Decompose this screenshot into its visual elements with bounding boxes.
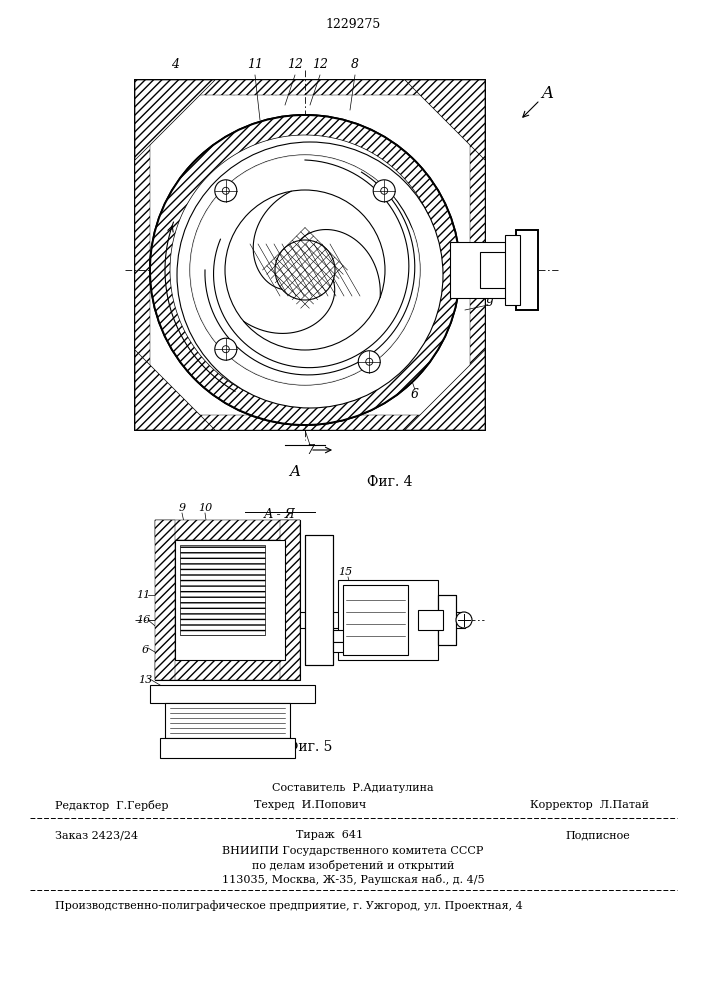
Text: 4: 4	[192, 728, 199, 738]
Text: 6: 6	[411, 388, 419, 401]
Bar	[333, 630, 393, 642]
Text: A: A	[541, 85, 553, 102]
Bar	[305, 535, 333, 665]
Bar	[280, 520, 300, 680]
Bar	[338, 580, 438, 660]
Bar	[450, 242, 508, 298]
Bar	[135, 80, 150, 430]
PathPatch shape	[190, 155, 420, 385]
Bar	[505, 235, 520, 305]
Bar	[150, 685, 315, 703]
Text: 12: 12	[278, 670, 292, 680]
Text: Тираж  641: Тираж 641	[296, 830, 363, 840]
Bar	[305, 535, 333, 665]
Text: 5: 5	[361, 640, 368, 650]
Text: g: g	[486, 294, 494, 306]
Bar	[160, 738, 295, 758]
Bar	[505, 235, 520, 305]
Bar	[305, 535, 333, 665]
Text: 11: 11	[136, 590, 150, 600]
Circle shape	[177, 142, 443, 408]
Text: Подписное: Подписное	[566, 830, 630, 840]
Text: 2: 2	[431, 640, 438, 650]
Text: 11: 11	[247, 58, 263, 72]
Text: Корректор  Л.Патай: Корректор Л.Патай	[530, 800, 650, 810]
Bar	[135, 80, 485, 95]
Text: 1229275: 1229275	[325, 18, 380, 31]
Text: Составитель  Р.Адиатулина: Составитель Р.Адиатулина	[272, 783, 434, 793]
Text: 6: 6	[141, 645, 148, 655]
Text: 12: 12	[287, 58, 303, 72]
Bar	[480, 252, 518, 288]
Bar	[135, 415, 485, 430]
Bar	[516, 230, 538, 310]
Circle shape	[190, 155, 420, 385]
Text: A: A	[289, 465, 300, 479]
Text: 12: 12	[290, 685, 304, 695]
Bar	[150, 685, 315, 703]
Bar	[438, 595, 456, 645]
Bar	[418, 610, 443, 630]
Circle shape	[373, 180, 395, 202]
Circle shape	[215, 180, 237, 202]
Bar	[155, 660, 300, 680]
Bar	[155, 520, 300, 680]
Bar	[160, 738, 295, 758]
Text: по делам изобретений и открытий: по делам изобретений и открытий	[252, 860, 454, 871]
Text: Техред  И.Попович: Техред И.Попович	[254, 800, 366, 810]
Polygon shape	[405, 80, 485, 160]
Bar	[135, 80, 485, 430]
Polygon shape	[405, 350, 485, 430]
Polygon shape	[135, 350, 215, 430]
Text: Редактор  Г.Гербер: Редактор Г.Гербер	[55, 800, 168, 811]
Text: Заказ 2423/24: Заказ 2423/24	[55, 830, 138, 840]
Text: 9: 9	[178, 503, 185, 513]
Text: 16: 16	[136, 615, 150, 625]
Bar	[165, 703, 290, 738]
Circle shape	[225, 190, 385, 350]
Text: А - Я: А - Я	[264, 508, 296, 521]
Bar	[438, 595, 456, 645]
Circle shape	[358, 351, 380, 373]
Text: 4: 4	[171, 58, 179, 72]
Bar	[343, 585, 408, 655]
Circle shape	[222, 187, 229, 194]
Circle shape	[150, 115, 460, 425]
Bar	[155, 520, 300, 540]
Circle shape	[275, 240, 335, 300]
Text: 10: 10	[198, 503, 212, 513]
PathPatch shape	[150, 115, 460, 425]
Text: 15: 15	[338, 567, 352, 577]
Text: 113035, Москва, Ж-35, Раушская наб., д. 4/5: 113035, Москва, Ж-35, Раушская наб., д. …	[222, 874, 484, 885]
Polygon shape	[135, 80, 215, 160]
Circle shape	[222, 346, 229, 353]
Text: 7: 7	[306, 444, 314, 456]
Text: 8: 8	[351, 58, 359, 72]
Circle shape	[366, 358, 373, 365]
Circle shape	[215, 338, 237, 360]
Circle shape	[456, 612, 472, 628]
Bar	[516, 230, 538, 310]
Text: 11: 11	[270, 551, 284, 561]
Text: 12: 12	[312, 58, 328, 72]
Bar	[180, 545, 265, 635]
Bar	[175, 540, 285, 660]
Bar	[333, 630, 393, 642]
Text: Производственно-полиграфическое предприятие, г. Ужгород, ул. Проектная, 4: Производственно-полиграфическое предприя…	[55, 900, 522, 911]
Circle shape	[380, 187, 387, 194]
Bar	[333, 642, 383, 652]
Bar	[155, 520, 175, 680]
Text: ВНИИПИ Государственного комитета СССР: ВНИИПИ Государственного комитета СССР	[222, 846, 484, 856]
Text: Фиг. 4: Фиг. 4	[367, 475, 413, 489]
Bar	[300, 612, 465, 628]
Text: Фиг. 5: Фиг. 5	[287, 740, 333, 754]
Bar	[438, 595, 456, 645]
Bar	[470, 80, 485, 430]
Text: 13: 13	[138, 675, 152, 685]
